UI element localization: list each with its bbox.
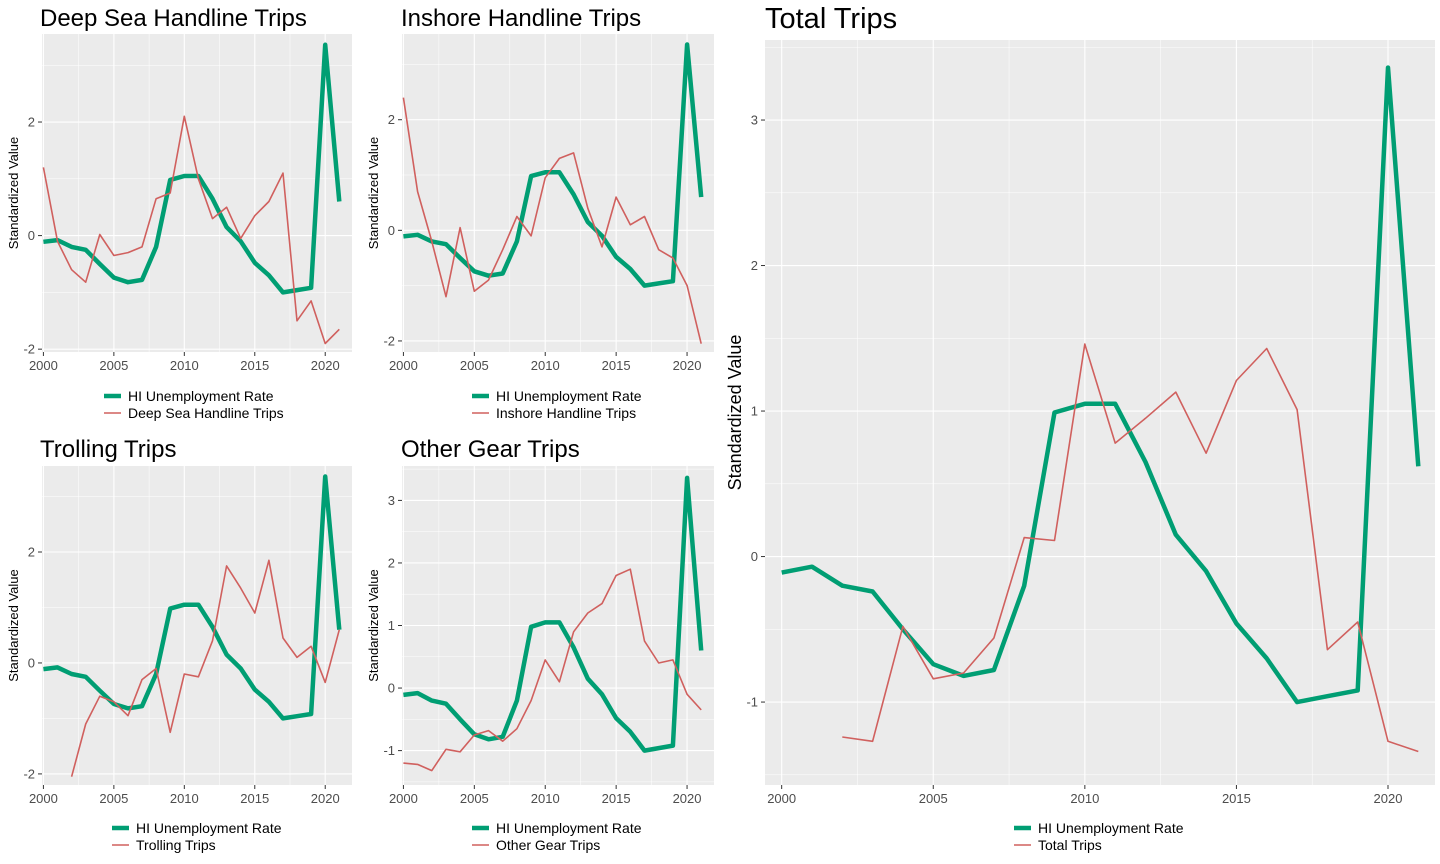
y-tick-label: 2 <box>388 112 395 127</box>
y-tick-label: 0 <box>388 223 395 238</box>
chart-title: Inshore Handline Trips <box>401 5 641 32</box>
legend-label: HI Unemployment Rate <box>1038 820 1184 836</box>
x-tick-label: 2000 <box>767 791 796 806</box>
x-tick-label: 2005 <box>460 358 489 373</box>
y-tick-label: 2 <box>28 544 35 559</box>
chart-deep-sea: Deep Sea Handline Trips 2000 2005 2010 2015 2… <box>6 5 352 421</box>
x-tick-label: 2005 <box>99 358 128 373</box>
y-tick-label: -1 <box>746 695 758 710</box>
series-line-unemployment <box>43 474 342 721</box>
y-tick-label: 0 <box>28 228 35 243</box>
x-tick-label: 2000 <box>389 358 418 373</box>
series-line-trips <box>42 115 340 345</box>
legend-label: Inshore Handline Trips <box>496 405 636 421</box>
series-line-trips <box>403 568 702 772</box>
y-tick-label: 3 <box>388 493 395 508</box>
series-line-unemployment <box>403 475 704 753</box>
chart-title: Total Trips <box>765 3 897 35</box>
y-tick-label: 0 <box>751 549 758 564</box>
series-line-trips <box>842 343 1419 753</box>
x-tick-label: 2000 <box>29 358 58 373</box>
y-tick-label: 0 <box>388 681 395 696</box>
x-tick-label: 2010 <box>531 791 560 806</box>
plot-panel <box>42 34 352 352</box>
y-tick-label: -2 <box>23 342 35 357</box>
x-tick-label: 2000 <box>29 791 58 806</box>
x-tick-label: 2010 <box>170 358 199 373</box>
x-tick-label: 2015 <box>240 791 269 806</box>
x-tick-label: 2000 <box>389 791 418 806</box>
legend-label: HI Unemployment Rate <box>128 388 274 404</box>
plot-panel <box>402 34 714 352</box>
chart-title: Trolling Trips <box>40 436 176 463</box>
x-tick-label: 2020 <box>1374 791 1403 806</box>
series-line-trips <box>70 559 341 777</box>
x-tick-label: 2020 <box>673 358 702 373</box>
x-tick-label: 2005 <box>919 791 948 806</box>
x-tick-label: 2020 <box>311 791 340 806</box>
series-line-unemployment <box>403 42 704 288</box>
y-tick-label: -1 <box>383 743 395 758</box>
legend-label: HI Unemployment Rate <box>136 820 282 836</box>
chart-other-gear: Other Gear Trips 2000 2005 2010 2015 2020 -1 0 1… <box>366 436 714 853</box>
x-tick-label: 2020 <box>311 358 340 373</box>
legend-label: HI Unemployment Rate <box>496 388 642 404</box>
y-tick-label: 2 <box>388 555 395 570</box>
series-line-trips <box>402 97 702 344</box>
x-tick-label: 2015 <box>602 358 631 373</box>
y-tick-label: 0 <box>28 655 35 670</box>
y-tick-label: 2 <box>751 258 758 273</box>
y-tick-label: -2 <box>23 766 35 781</box>
x-tick-label: 2005 <box>460 791 489 806</box>
legend-label: Other Gear Trips <box>496 837 600 853</box>
x-tick-label: 2015 <box>1222 791 1251 806</box>
x-tick-label: 2010 <box>1070 791 1099 806</box>
x-tick-label: 2005 <box>99 791 128 806</box>
y-tick-label: -2 <box>383 333 395 348</box>
x-tick-label: 2020 <box>673 791 702 806</box>
plot-panel <box>42 466 352 785</box>
y-axis-label: Standardized Value <box>6 569 21 682</box>
x-tick-label: 2015 <box>602 791 631 806</box>
chart-title: Deep Sea Handline Trips <box>40 5 307 32</box>
y-axis-label: Standardized Value <box>725 335 745 491</box>
y-tick-label: 2 <box>28 115 35 130</box>
legend-label: Total Trips <box>1038 837 1102 853</box>
legend-label: Trolling Trips <box>136 837 216 853</box>
x-tick-label: 2010 <box>531 358 560 373</box>
x-tick-label: 2015 <box>240 358 269 373</box>
legend-label: Deep Sea Handline Trips <box>128 405 284 421</box>
y-axis-label: Standardized Value <box>366 137 381 250</box>
y-axis-label: Standardized Value <box>6 137 21 250</box>
legend-label: HI Unemployment Rate <box>496 820 642 836</box>
y-tick-label: 1 <box>388 618 395 633</box>
y-tick-label: 3 <box>751 113 758 128</box>
y-axis-label: Standardized Value <box>366 569 381 682</box>
y-tick-label: 1 <box>751 404 758 419</box>
series-line-unemployment <box>781 65 1421 705</box>
chart-total: Total Trips 2000 2005 2010 2015 2020 -1 0 1 2 3 Sta… <box>725 3 1435 853</box>
chart-title: Other Gear Trips <box>401 436 580 463</box>
chart-trolling: Trolling Trips 2000 2005 2010 2015 2020 -2 0 2 St… <box>6 436 352 853</box>
x-tick-label: 2010 <box>170 791 199 806</box>
plot-panel <box>765 40 1435 785</box>
